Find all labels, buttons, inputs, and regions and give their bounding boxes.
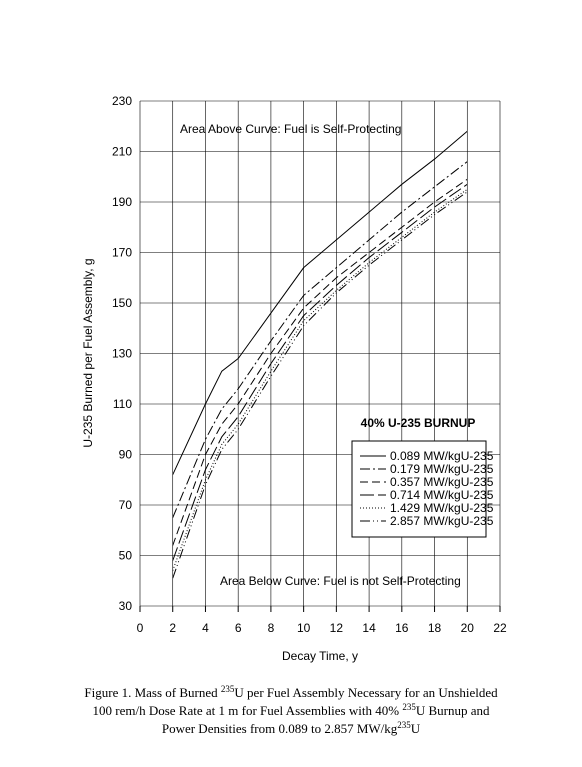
caption-line: 100 rem/h Dose Rate at 1 m for Fuel Asse… [93,702,490,718]
x-tick-label: 20 [461,621,475,635]
annotation: Area Above Curve: Fuel is Self-Protectin… [180,122,401,136]
caption-text: Figure 1. Mass of Burned [84,685,221,700]
legend-title: 40% U-235 BURNUP [361,416,476,430]
x-tick-label: 8 [268,621,275,635]
caption-text: U Burnup and [416,703,490,718]
legend-label: 1.429 MW/kgU-235 [390,501,494,515]
caption-text: Power Densities from 0.089 to 2.857 MW/k… [162,721,398,736]
x-tick-label: 10 [297,621,311,635]
y-tick-label: 190 [112,195,132,209]
x-tick-label: 6 [235,621,242,635]
legend-label: 0.089 MW/kgU-235 [390,449,494,463]
caption-line: Figure 1. Mass of Burned 235U per Fuel A… [84,684,498,700]
x-tick-label: 22 [493,621,507,635]
y-tick-label: 70 [119,498,133,512]
y-tick-label: 50 [119,549,133,563]
legend-label: 0.179 MW/kgU-235 [390,462,494,476]
y-tick-label: 170 [112,246,132,260]
y-axis-label: U-235 Burned per Fuel Assembly, g [81,258,95,447]
series-line [172,188,468,571]
x-tick-label: 4 [202,621,209,635]
y-tick-label: 130 [112,347,132,361]
series-line [172,183,468,561]
caption-superscript: 235 [397,720,411,730]
y-tick-label: 110 [113,397,132,411]
caption-superscript: 235 [221,684,235,694]
x-tick-label: 18 [428,621,442,635]
x-tick-label: 0 [137,621,144,635]
y-tick-label: 210 [112,145,132,159]
legend-label: 0.357 MW/kgU-235 [390,475,494,489]
x-tick-label: 16 [395,621,409,635]
series-line [172,191,468,579]
caption-text: 100 rem/h Dose Rate at 1 m for Fuel Asse… [93,703,403,718]
grid [139,100,501,612]
y-tick-label: 30 [119,599,133,613]
y-tick-label: 230 [112,94,132,108]
x-axis-label: Decay Time, y [282,649,358,663]
x-tick-label: 12 [330,621,344,635]
y-tick-label: 90 [119,448,133,462]
caption-text: U per Fuel Assembly Necessary for an Uns… [234,685,498,700]
series-line [172,161,468,518]
series-line [172,178,468,546]
caption-superscript: 235 [402,702,416,712]
legend-box [351,440,487,538]
x-tick-label: 2 [169,621,176,635]
x-tick-label: 14 [362,621,376,635]
y-tick-label: 150 [112,296,132,310]
caption-line: Power Densities from 0.089 to 2.857 MW/k… [162,720,421,736]
legend-label: 0.714 MW/kgU-235 [390,488,494,502]
legend-label: 2.857 MW/kgU-235 [390,514,494,528]
series-line [172,130,468,475]
caption-text: U [411,721,421,736]
annotation: Area Below Curve: Fuel is not Self-Prote… [220,574,461,588]
